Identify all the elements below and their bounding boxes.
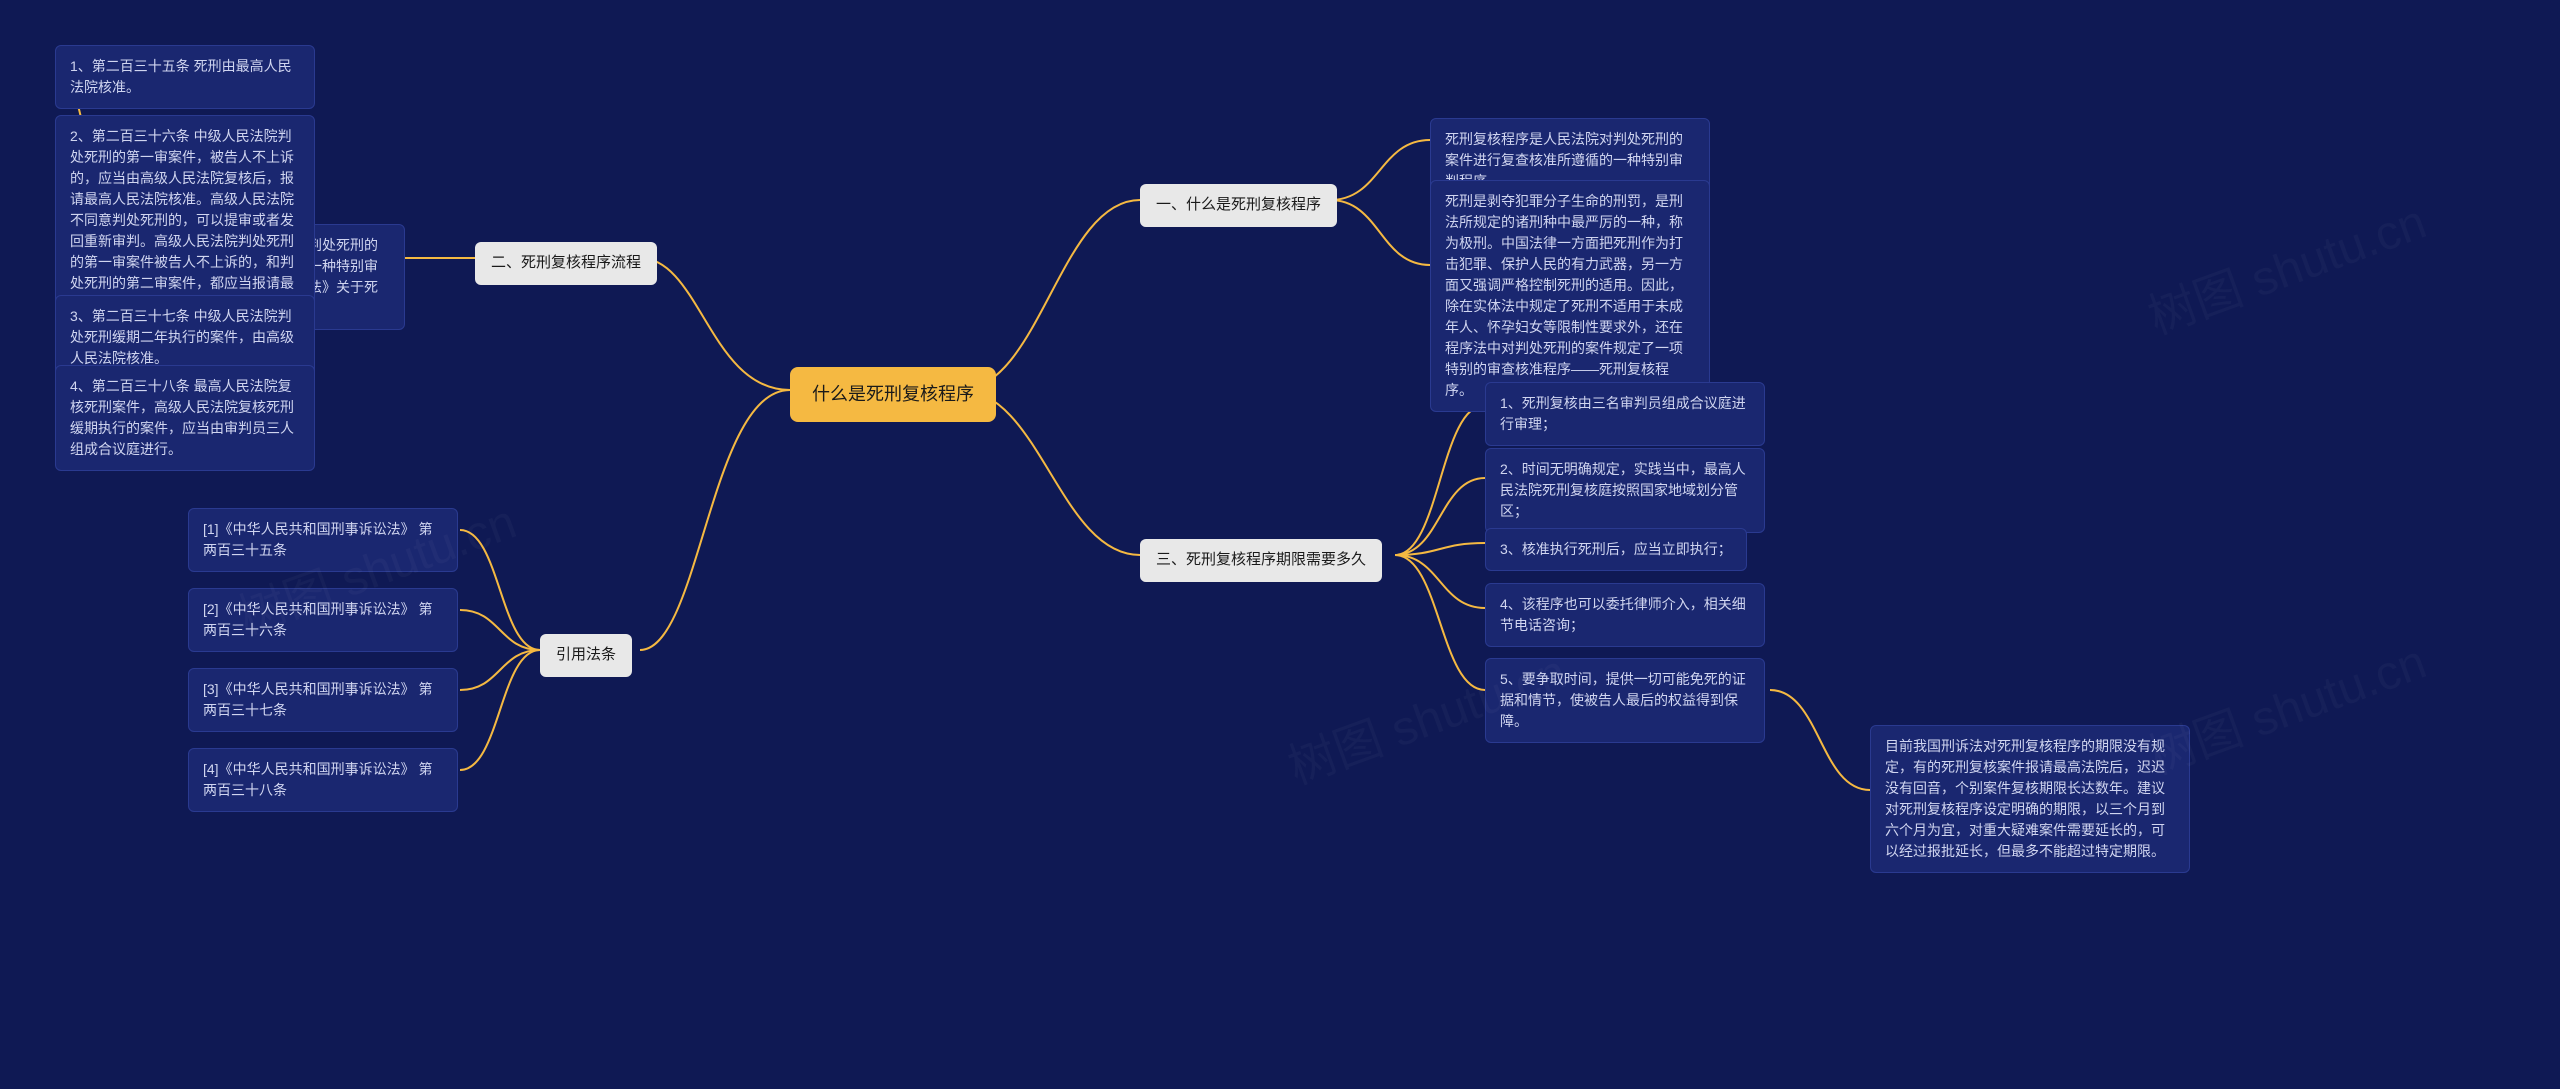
watermark-2: 树图 shutu.cn — [2137, 182, 2434, 347]
b2-leaf-3: 4、第二百三十八条 最高人民法院复核死刑案件，高级人民法院复核死刑缓期执行的案件… — [55, 365, 315, 471]
b3-leaf-1: 2、时间无明确规定，实践当中，最高人民法院死刑复核庭按照国家地域划分管区； — [1485, 448, 1765, 533]
b3-leaf-2: 3、核准执行死刑后，应当立即执行； — [1485, 528, 1747, 571]
branch-1: 一、什么是死刑复核程序 — [1140, 184, 1337, 227]
b1-leaf-1: 死刑是剥夺犯罪分子生命的刑罚，是刑法所规定的诸刑种中最严厉的一种，称为极刑。中国… — [1430, 180, 1710, 412]
b4-leaf-1: [2]《中华人民共和国刑事诉讼法》 第两百三十六条 — [188, 588, 458, 652]
branch-4: 引用法条 — [540, 634, 632, 677]
b4-leaf-3: [4]《中华人民共和国刑事诉讼法》 第两百三十八条 — [188, 748, 458, 812]
b4-leaf-2: [3]《中华人民共和国刑事诉讼法》 第两百三十七条 — [188, 668, 458, 732]
b3-leaf-0: 1、死刑复核由三名审判员组成合议庭进行审理； — [1485, 382, 1765, 446]
b3-leaf-4: 5、要争取时间，提供一切可能免死的证据和情节，使被告人最后的权益得到保障。 — [1485, 658, 1765, 743]
b3-extra: 目前我国刑诉法对死刑复核程序的期限没有规定，有的死刑复核案件报请最高法院后，迟迟… — [1870, 725, 2190, 873]
b3-leaf-3: 4、该程序也可以委托律师介入，相关细节电话咨询； — [1485, 583, 1765, 647]
b2-leaf-0: 1、第二百三十五条 死刑由最高人民法院核准。 — [55, 45, 315, 109]
branch-3: 三、死刑复核程序期限需要多久 — [1140, 539, 1382, 582]
branch-2: 二、死刑复核程序流程 — [475, 242, 657, 285]
b4-leaf-0: [1]《中华人民共和国刑事诉讼法》 第两百三十五条 — [188, 508, 458, 572]
root-node: 什么是死刑复核程序 — [790, 367, 996, 422]
